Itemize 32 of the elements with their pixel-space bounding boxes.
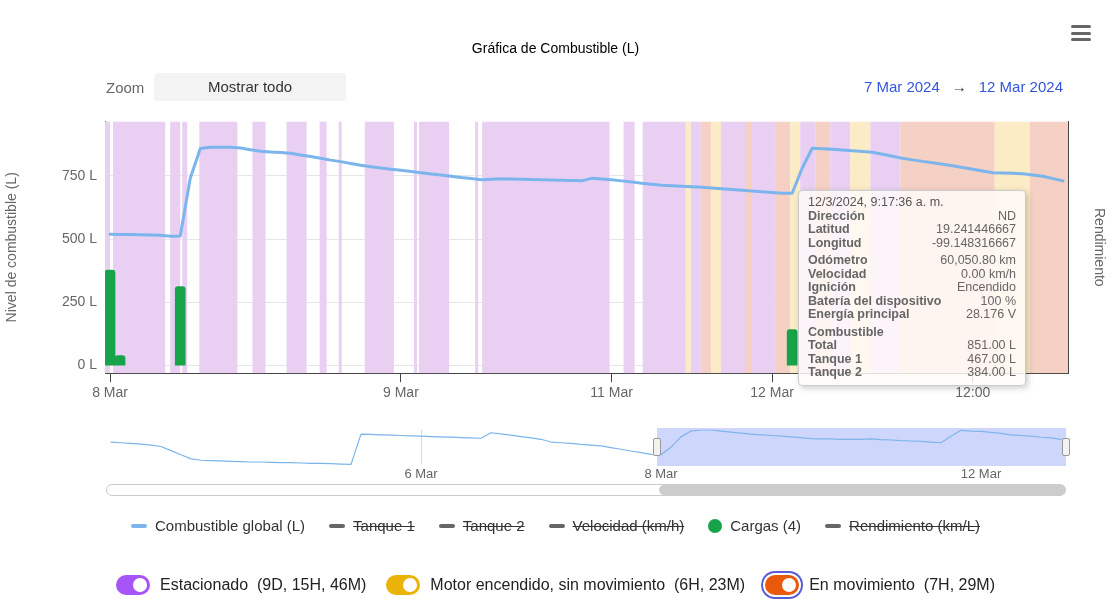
x-tick-label: 12:00 [955, 384, 991, 401]
text: 12 Mar 2024 [978, 78, 1063, 95]
text: Estacionado (9D, 15H, 46M) [160, 576, 367, 594]
legend-label: Cargas (4) [730, 517, 802, 534]
text: Mostrar todo [154, 73, 346, 101]
text: En movimiento (7H, 29M) [809, 576, 995, 594]
legend-label: Combustible global (L) [154, 517, 306, 534]
legend-label: Velocidad (km/h) [572, 517, 685, 534]
text: Motor encendido, sin movimiento (6H, 23M) [430, 576, 746, 594]
y-axis-title: Nivel de combustible (L) [3, 172, 20, 323]
text: → [951, 78, 967, 95]
info-tooltip: 12/3/2024, 9:17:36 a. m. Dirección ND Latitud 19.241446667 Longitud -99.148316667 Odómetro 60,050.80 km Velocidad 0.00 km/h Ignición Encendido Batería del dispositivo 100 % Energía principal 28.176 V Combustible Total 851.00 L Tanque 1 467.00 L Tanque 2 384.00 L [798, 190, 1026, 386]
annotation: Combustible [808, 324, 884, 339]
text: 7 Mar 2024 [863, 78, 940, 95]
legend-label: Tanque 1 [353, 517, 415, 534]
x-tick-label: 12 Mar [960, 465, 1002, 481]
text: Zoom [106, 79, 145, 96]
y2-axis-title: Rendimiento [1091, 208, 1108, 287]
x-tick-label: 11 Mar [590, 384, 634, 401]
x-tick-label: 8 Mar [92, 384, 129, 401]
x-tick-label: 8 Mar [644, 465, 679, 481]
y-tick-label: 750 L [61, 166, 98, 183]
legend-label: Tanque 2 [462, 517, 525, 534]
legend-label: Rendimiento (km/L) [849, 517, 980, 534]
x-tick-label: 12 Mar [750, 384, 795, 401]
x-tick-label: 6 Mar [404, 465, 439, 481]
annotation: 12/3/2024, 9:17:36 a. m. [808, 195, 944, 210]
x-tick-label: 9 Mar [383, 384, 420, 401]
y-tick-label: 250 L [61, 293, 98, 310]
chart-title: Gráfica de Combustible (L) [470, 40, 641, 56]
y-tick-label: 0 L [77, 356, 98, 373]
y-tick-label: 500 L [61, 229, 98, 246]
